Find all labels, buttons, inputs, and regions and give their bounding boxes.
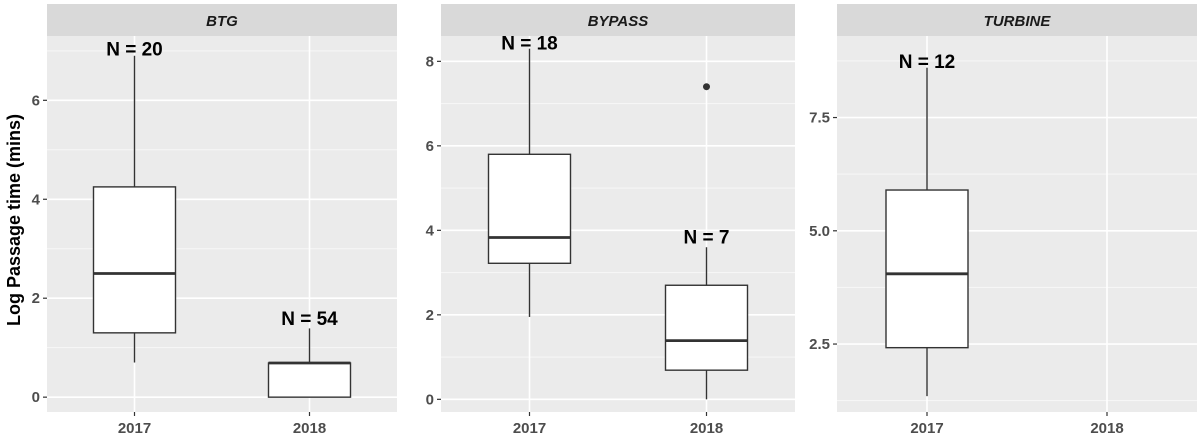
box-bypass-2017 (487, 153, 572, 264)
y-tick-label: 2 (426, 307, 434, 324)
box-btg-2017 (92, 186, 177, 334)
facet-strip-label-bypass: BYPASS (588, 13, 649, 30)
y-tick-label: 6 (32, 92, 40, 109)
y-tick-label: 4 (426, 222, 435, 239)
facet-strip-btg (47, 4, 397, 36)
n-label: N = 54 (281, 309, 338, 330)
y-axis-label: Log Passage time (mins) (4, 114, 24, 326)
facet-strip-label-turbine: TURBINE (984, 13, 1052, 30)
n-label: N = 20 (106, 39, 163, 60)
box-turbine-2017 (885, 189, 969, 349)
x-tick-label: 2018 (1090, 420, 1123, 437)
facet-strip-bypass (441, 4, 795, 36)
facet-strip-label-btg: BTG (206, 13, 238, 30)
y-tick-label: 2.5 (809, 336, 830, 353)
x-tick-label: 2018 (690, 420, 723, 437)
x-tick-label: 2018 (293, 420, 326, 437)
x-tick-label: 2017 (910, 420, 943, 437)
y-tick-label: 5.0 (809, 223, 830, 240)
n-label: N = 7 (684, 228, 730, 249)
y-tick-label: 4 (32, 191, 41, 208)
x-tick-label: 2017 (513, 420, 546, 437)
facet-strip-turbine (837, 4, 1197, 36)
y-tick-label: 2 (32, 290, 40, 307)
x-tick-label: 2017 (118, 420, 151, 437)
n-label: N = 18 (501, 33, 558, 54)
y-tick-label: 8 (426, 53, 434, 70)
y-tick-label: 0 (32, 389, 40, 406)
y-tick-label: 7.5 (809, 110, 830, 127)
y-tick-label: 6 (426, 138, 434, 155)
box-bypass-2018 (664, 284, 749, 371)
y-tick-label: 0 (426, 391, 434, 408)
n-label: N = 12 (899, 52, 956, 73)
box-btg-2018 (267, 362, 352, 398)
outlier-point (703, 83, 710, 91)
